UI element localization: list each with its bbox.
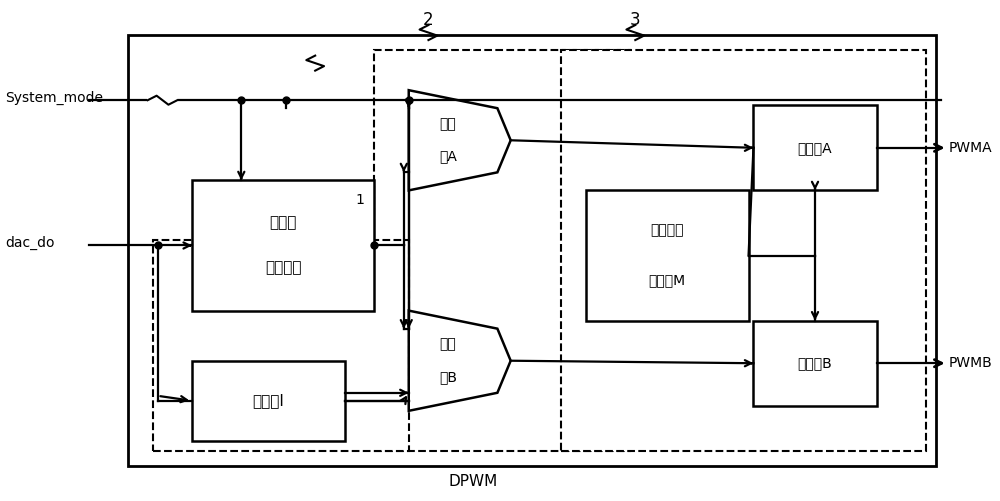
Text: PWMA: PWMA — [948, 141, 992, 155]
FancyBboxPatch shape — [153, 240, 409, 451]
Text: 生成器M: 生成器M — [649, 274, 686, 288]
FancyBboxPatch shape — [192, 180, 374, 311]
Text: 器A: 器A — [439, 149, 457, 163]
Text: 3: 3 — [630, 11, 641, 29]
Polygon shape — [409, 311, 511, 411]
Text: System_mode: System_mode — [5, 91, 103, 105]
FancyBboxPatch shape — [561, 50, 926, 451]
Text: dac_do: dac_do — [5, 236, 54, 250]
Text: 2: 2 — [423, 11, 434, 29]
Polygon shape — [409, 90, 511, 190]
Text: PWMB: PWMB — [948, 356, 992, 370]
FancyBboxPatch shape — [586, 190, 749, 321]
Text: 占空比: 占空比 — [269, 215, 297, 230]
FancyBboxPatch shape — [753, 105, 877, 190]
Text: 反相器I: 反相器I — [252, 393, 284, 408]
Text: 调制信号: 调制信号 — [651, 223, 684, 237]
Text: 比较器B: 比较器B — [798, 356, 832, 370]
Text: 控制单元: 控制单元 — [265, 261, 301, 276]
FancyBboxPatch shape — [753, 321, 877, 406]
FancyBboxPatch shape — [128, 35, 936, 466]
Text: 选择: 选择 — [440, 338, 457, 352]
Text: 比较器A: 比较器A — [798, 141, 832, 155]
FancyBboxPatch shape — [374, 50, 630, 451]
Text: 1: 1 — [355, 193, 364, 207]
FancyBboxPatch shape — [192, 361, 345, 441]
Text: 选择: 选择 — [440, 117, 457, 131]
Text: DPWM: DPWM — [448, 474, 497, 489]
Text: 器B: 器B — [439, 370, 457, 384]
